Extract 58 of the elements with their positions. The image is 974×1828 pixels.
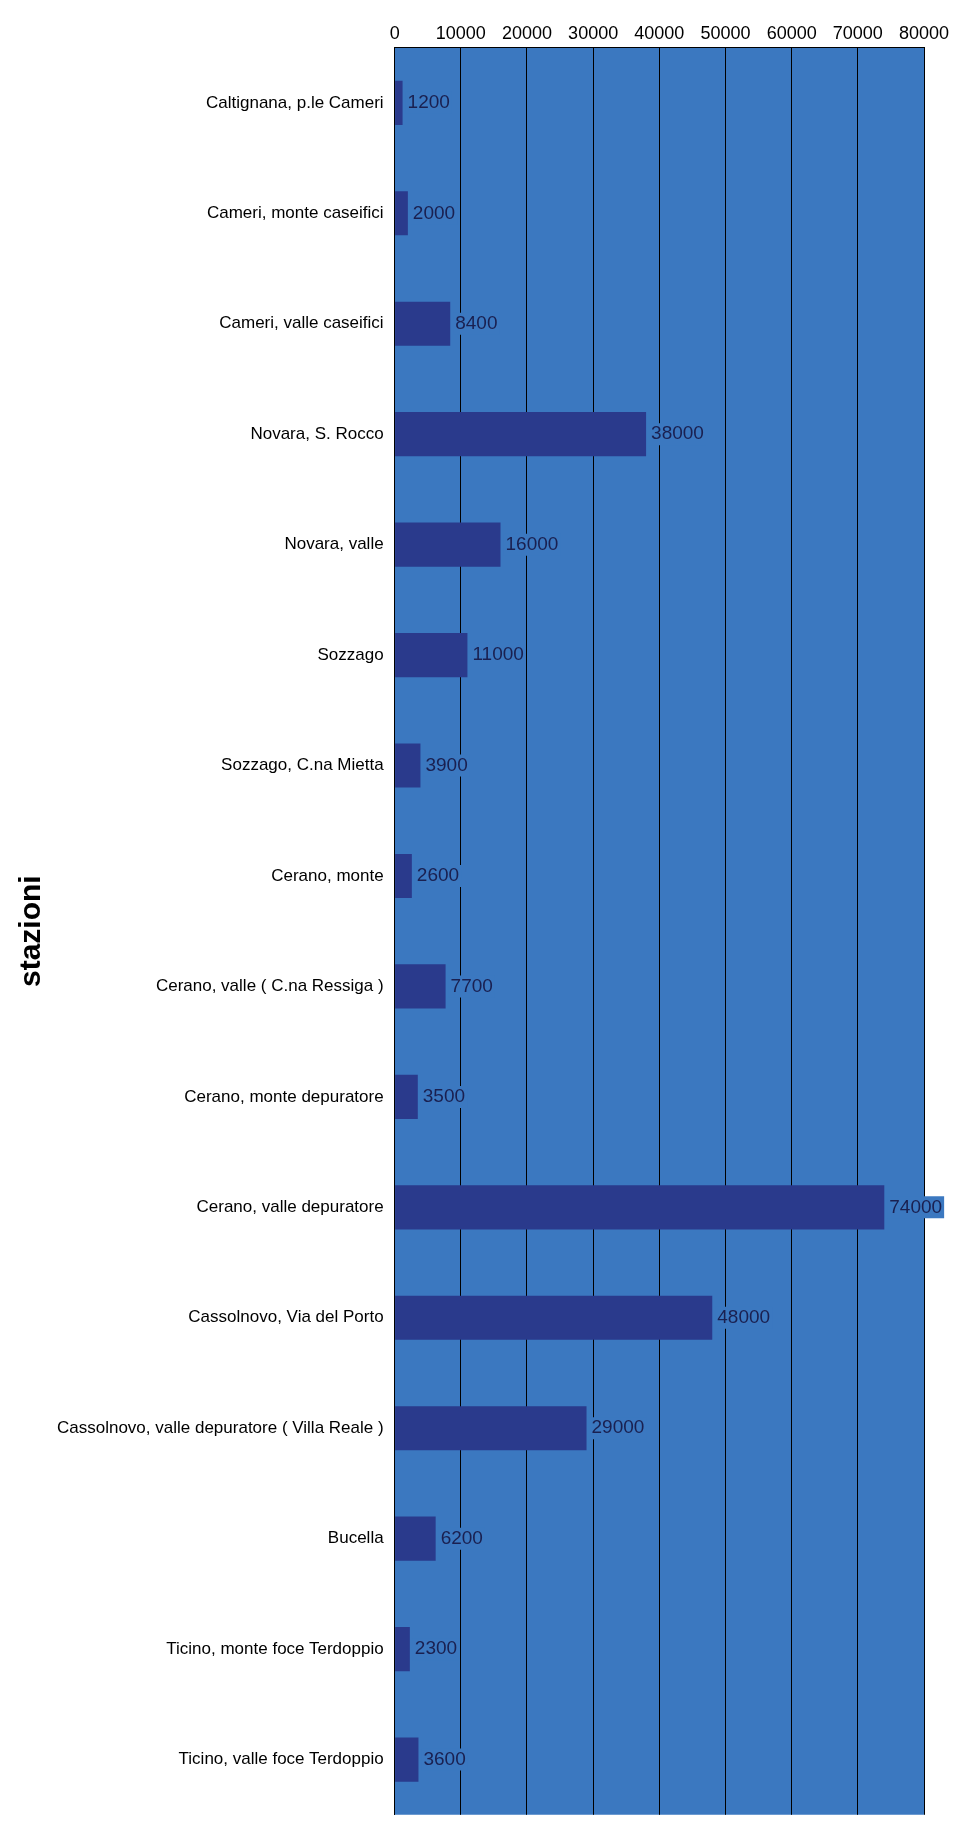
bar <box>395 301 451 346</box>
y-tick-label: Cerano, valle depuratore <box>196 1197 384 1217</box>
x-tick-label: 60000 <box>766 22 817 43</box>
data-label: 6200 <box>440 1526 483 1548</box>
data-label: 3900 <box>425 753 468 775</box>
x-tick-label: 80000 <box>898 22 950 43</box>
y-tick-label: Cerano, valle ( C.na Ressiga ) <box>155 976 384 996</box>
data-label: 3500 <box>422 1085 466 1107</box>
bar <box>395 80 403 125</box>
y-axis-title: stazioni <box>13 875 47 988</box>
bar <box>395 1406 587 1451</box>
y-tick-label: Sozzago <box>317 644 384 664</box>
data-label: 74000 <box>889 1195 943 1217</box>
bar <box>395 191 408 236</box>
x-tick-label: 20000 <box>501 22 553 43</box>
y-tick-label: Ticino, valle foce Terdoppio <box>178 1749 384 1769</box>
x-tick-label: 50000 <box>700 22 751 43</box>
data-label: 7700 <box>450 974 493 996</box>
y-tick-label: Novara, S. Rocco <box>250 423 384 443</box>
bar <box>395 522 501 567</box>
y-tick-label: Cameri, monte caseifici <box>206 202 384 222</box>
data-label: 38000 <box>651 422 704 444</box>
bar <box>395 1074 418 1119</box>
x-tick-label: 0 <box>389 22 400 43</box>
y-tick-label: Cerano, monte <box>271 865 384 885</box>
x-tick-label: 10000 <box>435 22 486 43</box>
bar <box>395 632 468 678</box>
x-tick-label: 40000 <box>634 22 685 43</box>
data-label: 8400 <box>455 311 498 333</box>
y-tick-label: Sozzago, C.na Mietta <box>221 755 385 775</box>
bar <box>395 1295 713 1340</box>
bar <box>395 743 421 788</box>
bar <box>395 1627 410 1672</box>
data-label: 29000 <box>591 1416 645 1438</box>
data-label: 3600 <box>423 1747 466 1769</box>
data-label: 2000 <box>412 201 456 223</box>
data-label: 2300 <box>414 1637 458 1659</box>
y-tick-label: Ticino, monte foce Terdoppio <box>166 1638 384 1658</box>
y-tick-label: Novara, valle <box>284 534 384 554</box>
data-label: 16000 <box>505 532 559 554</box>
y-tick-label: Caltignana, p.le Cameri <box>205 92 384 112</box>
bar <box>395 1185 885 1230</box>
data-label: 1200 <box>407 91 450 113</box>
y-tick-label: Cerano, monte depuratore <box>184 1086 384 1106</box>
bar <box>395 853 412 899</box>
y-tick-label: Cassolnovo, Via del Porto <box>188 1307 384 1327</box>
y-tick-label: Bucella <box>327 1528 385 1548</box>
y-tick-label: Cassolnovo, valle depuratore ( Villa Reale ) <box>57 1417 384 1437</box>
data-label: 11000 <box>472 643 524 665</box>
x-tick-label: 30000 <box>568 22 619 43</box>
bar <box>395 412 647 457</box>
bar <box>395 1737 419 1782</box>
bar <box>395 964 446 1009</box>
bar <box>395 1516 436 1561</box>
x-tick-label: 70000 <box>832 22 883 43</box>
y-tick-label: Cameri, valle caseifici <box>219 313 384 333</box>
data-label: 48000 <box>717 1306 771 1328</box>
data-label: 2600 <box>416 864 460 886</box>
